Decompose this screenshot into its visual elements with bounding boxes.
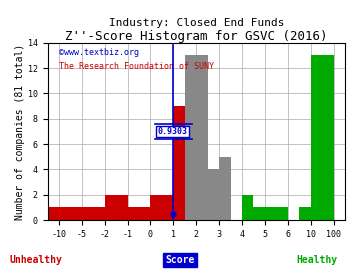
Text: The Research Foundation of SUNY: The Research Foundation of SUNY xyxy=(59,62,214,71)
Title: Z''-Score Histogram for GSVC (2016): Z''-Score Histogram for GSVC (2016) xyxy=(65,30,328,43)
Bar xyxy=(208,170,219,220)
Bar xyxy=(242,195,253,220)
Bar xyxy=(105,195,127,220)
Bar xyxy=(127,207,150,220)
Bar xyxy=(150,195,174,220)
Y-axis label: Number of companies (81 total): Number of companies (81 total) xyxy=(15,43,25,220)
Text: ©www.textbiz.org: ©www.textbiz.org xyxy=(59,48,139,57)
Bar xyxy=(48,207,71,220)
Bar xyxy=(276,207,288,220)
Text: 0.9303: 0.9303 xyxy=(157,127,187,136)
Text: Healthy: Healthy xyxy=(296,255,337,265)
Text: Industry: Closed End Funds: Industry: Closed End Funds xyxy=(108,18,284,28)
Bar xyxy=(71,207,105,220)
Bar xyxy=(185,55,208,220)
Bar xyxy=(299,207,311,220)
Bar xyxy=(219,157,230,220)
Bar xyxy=(322,55,334,220)
Bar xyxy=(265,207,276,220)
Bar xyxy=(174,106,185,220)
Text: Score: Score xyxy=(165,255,195,265)
Bar xyxy=(185,106,196,220)
Text: Unhealthy: Unhealthy xyxy=(10,255,62,265)
Bar xyxy=(253,207,265,220)
Bar xyxy=(311,55,322,220)
